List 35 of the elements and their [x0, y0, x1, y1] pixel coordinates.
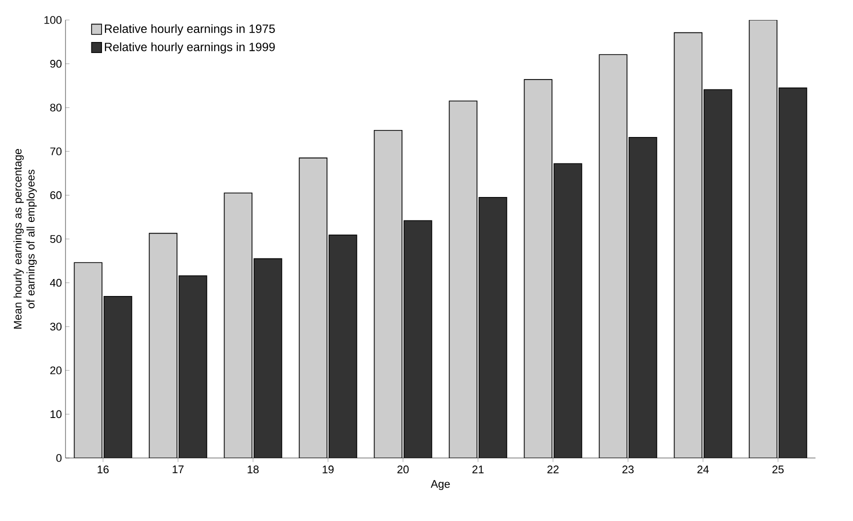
bar — [328, 234, 358, 458]
y-tick-label: 50 — [50, 235, 62, 243]
y-tick-label: 10 — [50, 410, 62, 418]
y-tick-label: 80 — [50, 104, 62, 112]
y-tick-label: 0 — [56, 454, 62, 462]
bar — [104, 296, 132, 458]
x-tick-label: 23 — [622, 466, 634, 474]
x-tick-label: 16 — [98, 466, 109, 474]
legend-label: Relative hourly earnings in 1999 — [104, 42, 275, 54]
bar — [628, 136, 658, 458]
x-tick-label: 22 — [547, 466, 559, 474]
x-tick-label: 19 — [322, 466, 334, 474]
x-tick-label: 18 — [248, 466, 259, 474]
y-tick-label: 40 — [50, 278, 62, 287]
bar — [478, 196, 508, 458]
x-axis-title: Age — [430, 480, 450, 490]
x-tick-label: 25 — [772, 466, 784, 474]
bar — [178, 275, 208, 458]
bar — [254, 258, 282, 458]
x-tick-label: 24 — [697, 466, 709, 474]
x-tick-label: 20 — [397, 466, 409, 474]
bar — [778, 87, 808, 458]
y-tick-label: 70 — [50, 148, 62, 156]
y-tick-label: 100 — [44, 16, 62, 24]
y-tick-label: 20 — [50, 366, 62, 374]
bar — [554, 163, 582, 458]
bar — [404, 220, 432, 458]
y-tick-label: 30 — [50, 322, 62, 330]
x-tick-label: 21 — [472, 466, 484, 474]
y-tick-label: 90 — [50, 60, 62, 68]
bar — [704, 89, 732, 458]
x-tick-label: 17 — [172, 466, 184, 474]
y-tick-label: 60 — [50, 191, 62, 200]
y-axis-title: Mean hourly earnings as percentage of earnings of all employees — [14, 149, 37, 329]
legend-label: Relative hourly earnings in 1975 — [104, 24, 275, 36]
